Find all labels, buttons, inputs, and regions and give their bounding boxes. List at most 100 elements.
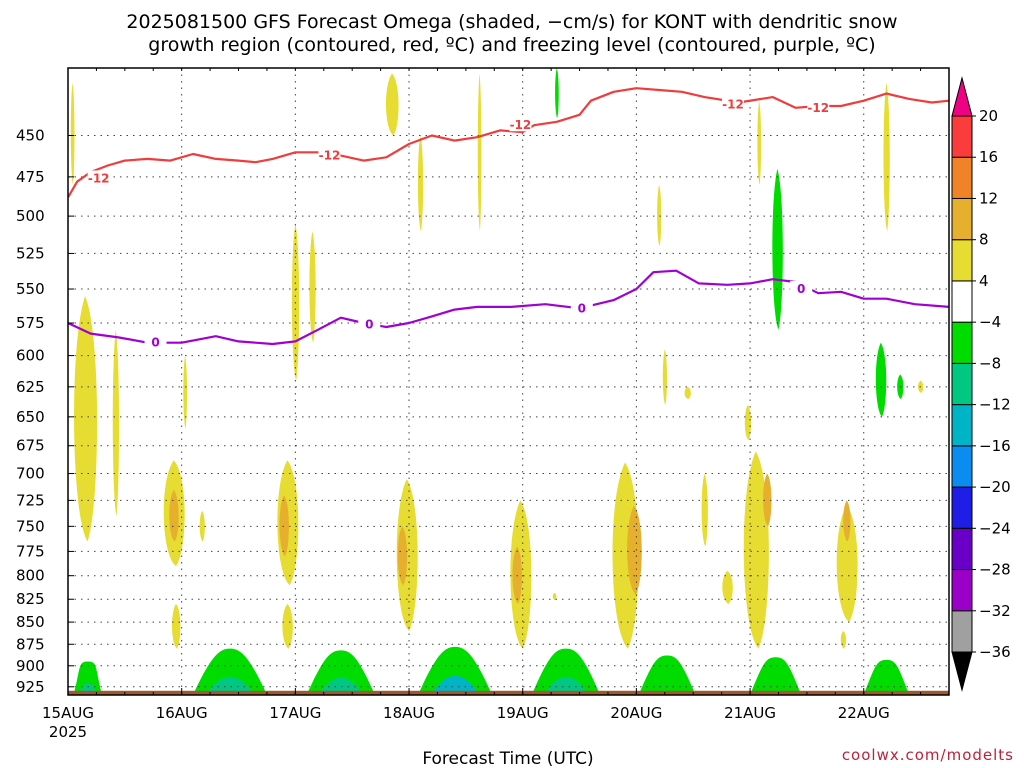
y-tick-label: 900 xyxy=(16,657,45,675)
y-tick-label: 475 xyxy=(16,168,45,186)
omega-region xyxy=(183,355,188,429)
x-tick-label: 22AUG xyxy=(838,704,890,722)
omega-region xyxy=(722,570,733,604)
colorbar-bin xyxy=(951,527,973,571)
contour-label-bg xyxy=(144,334,167,349)
omega-region xyxy=(279,495,289,557)
omega-region xyxy=(512,546,522,604)
omega-region xyxy=(840,631,847,649)
colorbar-max-arrow xyxy=(951,76,973,117)
y-tick-label: 500 xyxy=(16,207,45,225)
y-tick-label: 550 xyxy=(16,280,45,298)
omega-region xyxy=(875,342,887,417)
low-level-mound xyxy=(863,659,910,695)
contour-label: 0 xyxy=(578,301,586,315)
omega-region xyxy=(772,168,783,330)
colorbar-bin xyxy=(951,569,973,612)
omega-region xyxy=(684,386,691,399)
omega-region xyxy=(552,592,557,601)
contour-label-bg xyxy=(318,147,341,162)
y-tick-label: 650 xyxy=(16,408,45,426)
colorbar-bin xyxy=(951,445,973,488)
low-level-mound-core xyxy=(318,677,363,695)
y-tick-label: 725 xyxy=(16,491,45,509)
contour-line xyxy=(68,269,949,346)
colorbar-label: 12 xyxy=(979,189,998,207)
colorbar-bin xyxy=(951,239,973,282)
omega-region xyxy=(662,349,667,405)
colorbar-label: −24 xyxy=(979,519,1011,537)
colorbar-label: −32 xyxy=(979,602,1011,620)
omega-region xyxy=(627,505,642,595)
omega-region xyxy=(397,526,408,586)
omega-region xyxy=(199,510,205,542)
colorbar-bin xyxy=(951,197,973,241)
omega-region xyxy=(417,135,424,232)
colorbar-bin xyxy=(951,610,973,653)
omega-region xyxy=(171,603,181,649)
colorbar-label: −4 xyxy=(979,313,1001,331)
y-tick-label: 675 xyxy=(16,437,45,455)
low-level-mound-core xyxy=(205,676,255,695)
x-tick-label: 15AUG xyxy=(42,704,94,722)
colorbar-label: 4 xyxy=(979,272,989,290)
low-level-mound xyxy=(531,648,601,695)
contour-label-bg xyxy=(722,96,745,111)
omega-region xyxy=(843,500,851,542)
low-level-mound xyxy=(193,648,267,695)
x-tick-label: 16AUG xyxy=(156,704,208,722)
plot-frame xyxy=(67,67,950,696)
x-axis-title: Forecast Time (UTC) xyxy=(422,749,593,768)
x-tick-label: 18AUG xyxy=(383,704,435,722)
contour-label-bg xyxy=(87,170,110,185)
low-level-mound xyxy=(418,646,493,695)
y-tick-label: 825 xyxy=(16,590,45,608)
contour-line xyxy=(68,87,949,199)
colorbar-bin xyxy=(951,321,973,364)
y-tick-label: 925 xyxy=(16,678,45,696)
y-tick-label: 575 xyxy=(16,314,45,332)
y-tick-label: 450 xyxy=(16,126,45,144)
contour-label: -12 xyxy=(319,149,341,163)
x-tick-label: 21AUG xyxy=(724,704,776,722)
x-tick-sublabel: 2025 xyxy=(49,723,87,741)
x-tick-label: 17AUG xyxy=(269,704,321,722)
ground-surface xyxy=(68,646,949,695)
terrain-band xyxy=(68,690,949,695)
omega-region xyxy=(74,295,98,542)
contour-label-bg xyxy=(509,117,532,132)
contour-label: 0 xyxy=(151,336,159,350)
contour-label: -12 xyxy=(88,171,110,185)
low-level-mound-core xyxy=(431,675,480,695)
site-credit: coolwx.com/modelts xyxy=(842,746,1014,764)
contour-label: 0 xyxy=(797,282,805,296)
colorbar-bin xyxy=(951,115,973,158)
contour-label-bg xyxy=(358,316,381,331)
contour-label: -12 xyxy=(807,101,829,115)
y-axis-pressure-ticks: 450 475 500 525 550 575 600 625 650 675 700 725 750 7… xyxy=(16,126,74,696)
colorbar-bin xyxy=(951,156,973,199)
colorbar-label: −8 xyxy=(979,354,1001,372)
contour-label-bg xyxy=(807,99,830,114)
omega-region xyxy=(385,73,399,136)
y-tick-label: 775 xyxy=(16,542,45,560)
x-tick-label: 20AUG xyxy=(610,704,662,722)
omega-shading xyxy=(70,68,924,649)
low-level-mound xyxy=(750,657,802,695)
colorbar-label: 20 xyxy=(979,107,998,125)
colorbar-label: 16 xyxy=(979,148,998,166)
colorbar-min-arrow xyxy=(951,651,973,692)
colorbar-bin xyxy=(951,486,973,529)
y-tick-label: 600 xyxy=(16,347,45,365)
omega-region xyxy=(309,231,316,343)
grid-lines xyxy=(67,68,949,695)
omega-region xyxy=(612,462,639,649)
y-tick-label: 525 xyxy=(16,244,45,262)
contour-label: 0 xyxy=(365,317,373,331)
contour-label: -12 xyxy=(510,118,532,132)
colorbar-label: 8 xyxy=(979,231,989,249)
omega-region xyxy=(70,82,75,185)
omega-region xyxy=(657,184,662,247)
